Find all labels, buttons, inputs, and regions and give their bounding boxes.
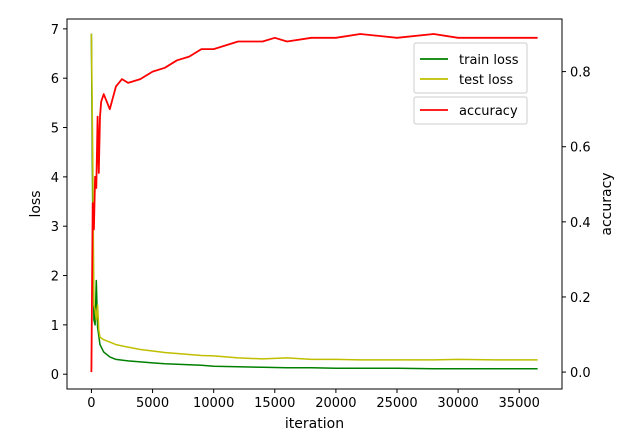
right-y-tick-label: 0.0 [570,366,591,381]
left-y-tick-label: 0 [51,368,59,383]
right-y-axis-ticks: 0.0 0.2 0.4 0.6 0.8 [562,66,591,381]
left-y-axis-title: loss [28,190,44,217]
right-y-tick-label: 0.8 [570,66,591,81]
left-y-tick-label: 3 [51,220,59,235]
x-tick-label: 30000 [437,396,478,411]
plot-lines [90,33,538,373]
right-y-tick-label: 0.2 [570,291,591,306]
x-tick-label: 35000 [499,396,540,411]
x-tick-label: 0 [87,396,95,411]
x-tick-label: 15000 [254,396,295,411]
series-line-test-loss [90,33,538,361]
left-y-tick-label: 5 [51,122,59,137]
legend-loss: train loss test loss [413,42,528,94]
legend-label-train-loss: train loss [459,53,519,68]
legend-loss-box [413,42,528,94]
x-tick-label: 20000 [315,396,356,411]
left-y-tick-label: 1 [51,319,59,334]
x-tick-label: 5000 [136,396,169,411]
series-line-accuracy [90,33,538,373]
x-axis-title: iteration [285,416,344,432]
right-y-axis-title: accuracy [599,172,615,235]
right-y-tick-label: 0.4 [570,216,591,231]
x-tick-label: 10000 [193,396,234,411]
left-y-tick-label: 4 [51,171,59,186]
legend-accuracy: accuracy [413,96,528,125]
right-y-tick-label: 0.6 [570,141,591,156]
left-y-tick-label: 6 [51,72,59,87]
legend-label-accuracy: accuracy [459,104,518,119]
x-axis-ticks: 0 5000 10000 15000 20000 25000 30000 35000 [87,389,540,411]
legend-label-test-loss: test loss [459,73,513,88]
plot-frame [66,18,563,390]
left-y-tick-label: 7 [51,23,59,38]
left-y-axis-ticks: 0 1 2 3 4 5 6 7 [51,23,67,383]
x-tick-label: 25000 [376,396,417,411]
left-y-tick-label: 2 [51,270,59,285]
legend-accuracy-box [413,96,528,125]
